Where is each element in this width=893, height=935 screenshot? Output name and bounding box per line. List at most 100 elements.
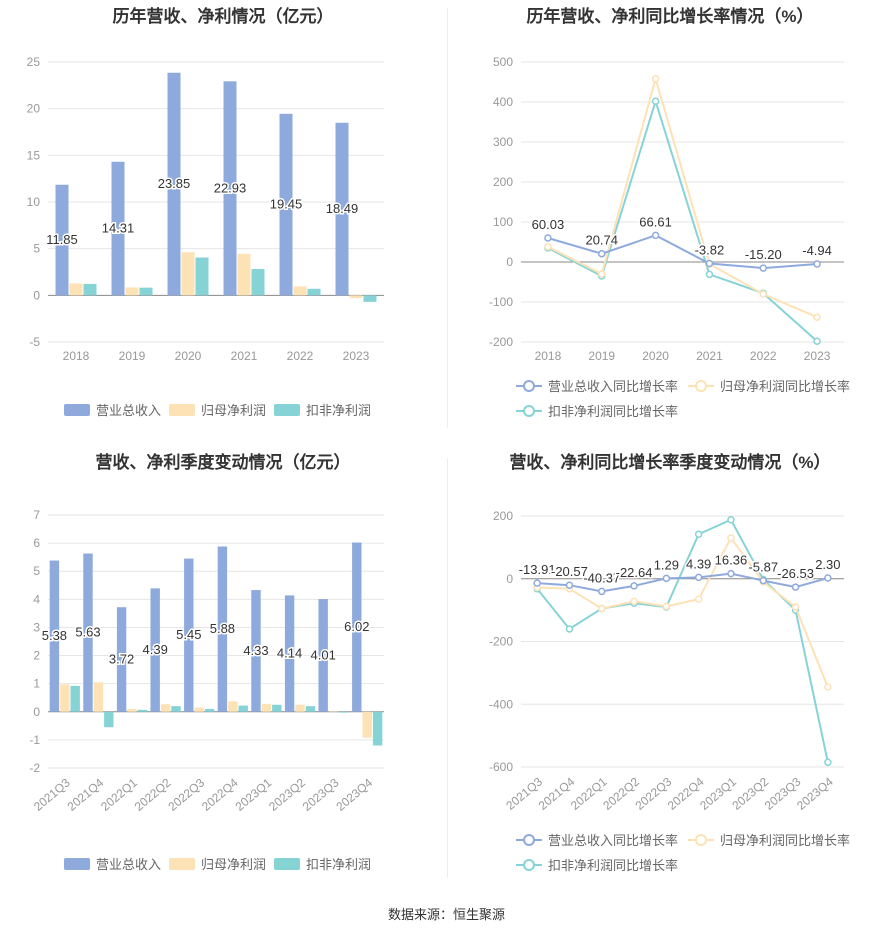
- bar-net-profit: [293, 286, 307, 296]
- bar-revenue: [184, 558, 194, 712]
- bar-net-profit: [160, 704, 171, 712]
- legend-marker: [523, 405, 535, 417]
- data-label: 2.30: [815, 557, 840, 572]
- y-tick-label: 7: [33, 508, 40, 522]
- y-tick-label: -100: [489, 295, 513, 309]
- chart-title: 营收、净利季度变动情况（亿元）: [96, 452, 351, 472]
- bar-deducted-profit: [251, 269, 265, 296]
- x-tick-label: 2022Q3: [165, 775, 207, 813]
- chart-title: 营收、净利同比增长率季度变动情况（%）: [509, 452, 830, 472]
- line-point: [598, 587, 606, 596]
- y-tick-label: 0: [506, 572, 513, 586]
- bar-deducted-profit: [204, 708, 215, 712]
- x-tick-label: 2022Q4: [199, 775, 241, 813]
- quarterly-growth-chart: 营收、净利同比增长率季度变动情况（%） -600 -400 -200 0 200 2021Q…: [447, 450, 893, 890]
- data-label: 23.85: [158, 176, 191, 191]
- x-tick-label: 2022Q1: [98, 775, 140, 813]
- legend-swatch: [64, 404, 90, 416]
- y-tick-label: 2: [33, 649, 40, 663]
- line-point: [759, 264, 767, 272]
- data-label: 20.74: [585, 233, 618, 248]
- bar-deducted-profit: [137, 709, 148, 712]
- x-tick-label: 2021: [696, 349, 723, 363]
- x-tick-label: 2023: [343, 349, 370, 363]
- line-point: [694, 530, 703, 538]
- data-label: 66.61: [639, 214, 672, 229]
- bar-revenue: [49, 560, 60, 712]
- x-tick-label: 2023Q4: [333, 775, 375, 813]
- data-label: 4.33: [243, 643, 268, 658]
- data-label: -20.57: [551, 564, 588, 579]
- x-tick-label: 2022: [287, 349, 314, 363]
- y-tick-label: -400: [489, 697, 513, 711]
- line-revenue-growth: [537, 572, 829, 593]
- line-point: [813, 337, 821, 345]
- data-label: 4.39: [143, 642, 168, 657]
- x-tick-label: 2023Q1: [233, 775, 275, 813]
- x-tick-label: 2018: [63, 349, 90, 363]
- bar-revenue: [167, 72, 181, 296]
- y-tick-label: 4: [33, 592, 40, 606]
- line-point: [565, 625, 574, 633]
- y-tick-label: -5: [29, 335, 40, 349]
- line-point: [651, 97, 660, 105]
- bar-revenue: [284, 595, 295, 712]
- x-tick-label: 2023Q2: [266, 775, 308, 813]
- line-point: [824, 574, 832, 582]
- line-point: [694, 595, 703, 603]
- line-point: [651, 231, 660, 240]
- line-point: [705, 270, 714, 279]
- bar-net-profit: [194, 707, 204, 712]
- data-label: 6.02: [344, 619, 369, 634]
- quarterly-amount-svg: 营收、净利季度变动情况（亿元）-2-1012345672021Q32021Q42…: [29, 452, 384, 872]
- quarterly-growth-svg: 营收、净利同比增长率季度变动情况（%）-600-400-20002002021Q…: [489, 452, 850, 873]
- panel-divider-top: [447, 8, 448, 428]
- bar-revenue: [116, 607, 127, 712]
- y-tick-label: 5: [33, 564, 40, 578]
- legend-label: 归母净利润同比增长率: [720, 833, 850, 848]
- bar-net-profit: [228, 701, 238, 712]
- data-label: 4.01: [311, 647, 336, 662]
- bar-revenue: [223, 81, 237, 296]
- data-label: -22.64: [616, 565, 653, 580]
- legend-label: 营业总收入: [96, 403, 161, 418]
- bar-revenue: [251, 590, 261, 712]
- chart-title: 历年营收、净利同比增长率情况（%）: [526, 6, 813, 26]
- x-tick-label: 2020: [642, 349, 669, 363]
- data-label: 5.63: [75, 625, 100, 640]
- legend-label: 归母净利润: [201, 857, 266, 872]
- x-tick-label: 2023Q4: [794, 774, 836, 812]
- data-label: -13.91: [519, 562, 556, 577]
- line-point: [630, 582, 638, 590]
- bar-net-profit: [125, 287, 139, 296]
- y-tick-label: 500: [493, 55, 513, 69]
- line-point: [565, 581, 574, 589]
- line-point: [813, 313, 821, 321]
- line-point: [705, 259, 714, 268]
- y-tick-label: 6: [33, 536, 40, 550]
- panel-divider-bottom: [447, 458, 448, 878]
- bar-deducted-profit: [139, 287, 153, 296]
- bar-deducted-profit: [339, 711, 349, 713]
- y-tick-label: 25: [27, 55, 41, 69]
- data-label: 5.38: [42, 628, 67, 643]
- legend-marker: [695, 380, 707, 392]
- legend-swatch: [274, 404, 300, 416]
- y-tick-label: -200: [489, 335, 513, 349]
- data-label: 19.45: [270, 197, 303, 212]
- data-label: 5.88: [210, 621, 235, 636]
- legend-marker: [523, 380, 535, 392]
- bar-deducted-profit: [238, 705, 248, 712]
- bar-net-profit: [60, 684, 70, 712]
- x-tick-label: 2020: [175, 349, 202, 363]
- bar-revenue: [83, 553, 93, 712]
- y-tick-label: 200: [493, 175, 513, 189]
- line-point: [694, 573, 703, 582]
- legend-swatch: [169, 404, 195, 416]
- y-tick-label: -600: [489, 760, 513, 774]
- line-point: [759, 290, 767, 298]
- bar-net-profit: [362, 711, 372, 738]
- y-tick-label: 200: [493, 509, 513, 523]
- line-point: [662, 574, 671, 583]
- line-point: [791, 583, 800, 591]
